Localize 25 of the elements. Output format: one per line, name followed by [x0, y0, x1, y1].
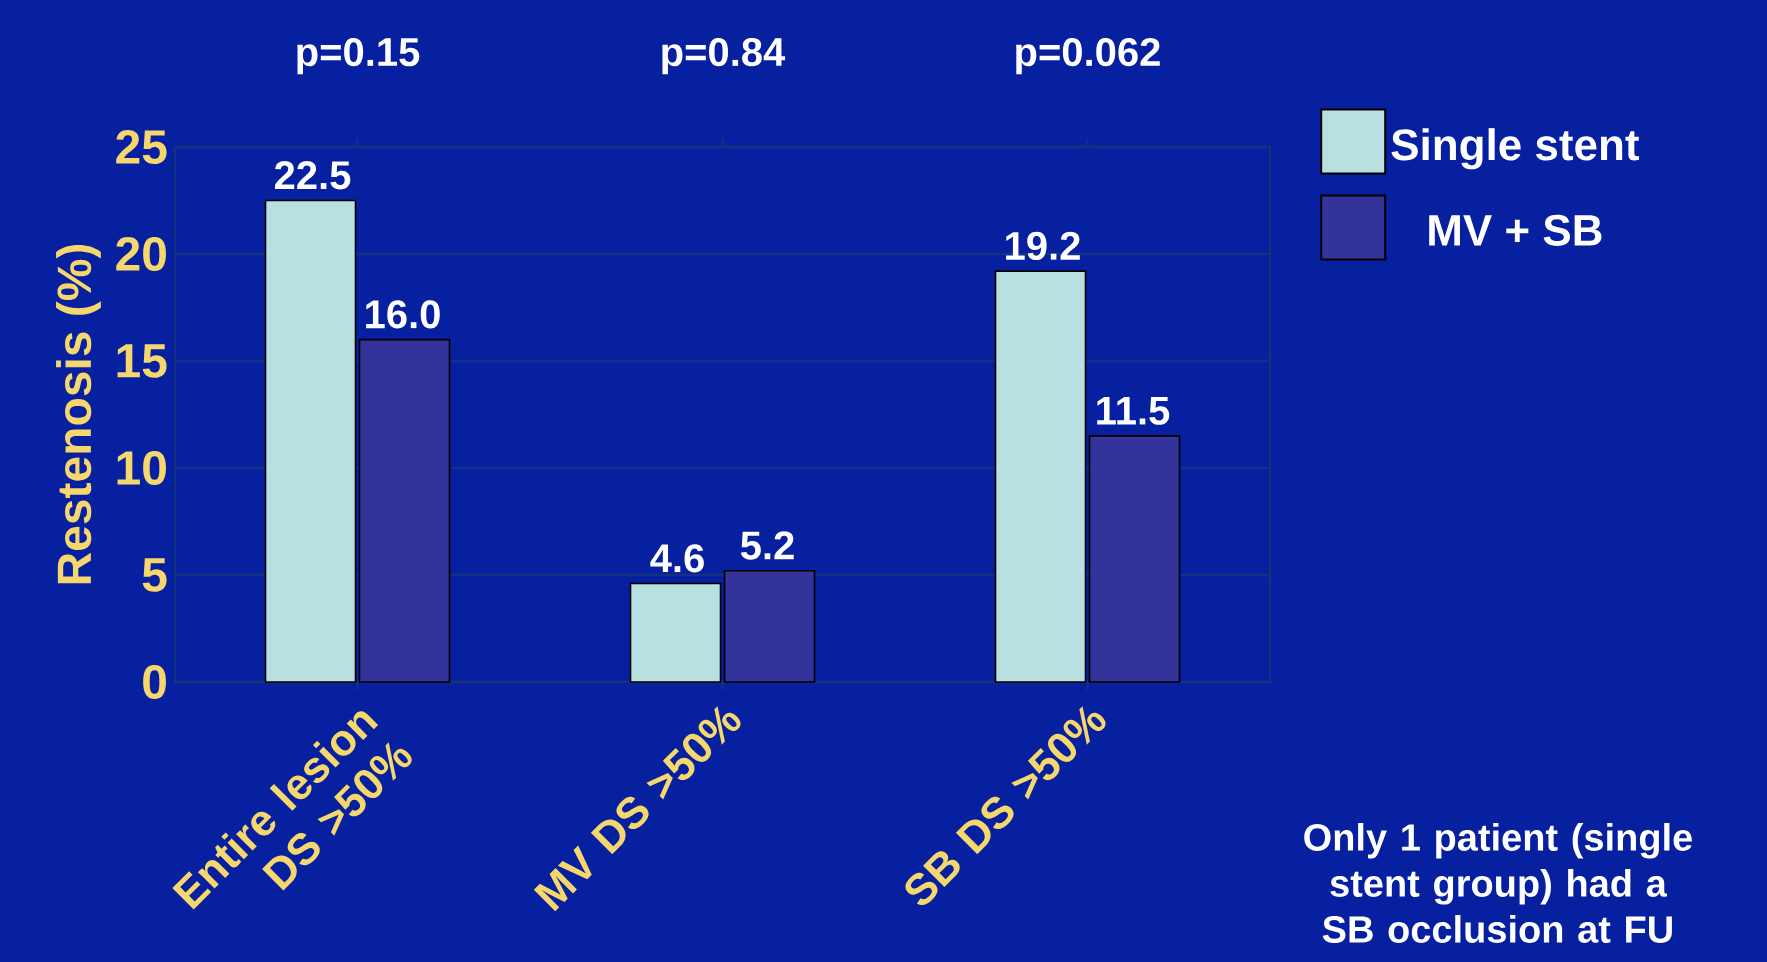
bar	[1088, 435, 1181, 683]
y-axis-title: Restenosis (%)	[56, 244, 101, 584]
legend-label: MV + SB	[1429, 214, 1602, 246]
bar	[723, 569, 816, 683]
text: p=0.062	[1016, 37, 1160, 75]
y-tick-label: 5	[142, 558, 167, 592]
text: p=0.15	[297, 37, 420, 75]
bar	[629, 582, 722, 683]
text: 16.0	[366, 300, 440, 329]
text: 22.5	[274, 161, 351, 190]
bar	[358, 338, 451, 683]
legend-label: Single stent	[1391, 128, 1640, 170]
text: 19.2	[1006, 231, 1080, 261]
y-tick-label: 20	[116, 237, 166, 271]
text: Only 1 patient (single stent group) had a SB occlusion at FU	[1304, 823, 1692, 943]
y-tick-label: 0	[143, 665, 166, 699]
text: 5.2	[740, 531, 794, 560]
y-tick-label: 25	[116, 130, 167, 164]
bar	[264, 199, 357, 683]
text: 4.6	[650, 544, 704, 573]
y-tick-label: 15	[117, 344, 167, 378]
text: 11.5	[1097, 396, 1170, 425]
text: p=0.84	[662, 37, 786, 75]
bar	[994, 270, 1087, 683]
y-tick-label: 10	[117, 451, 166, 485]
